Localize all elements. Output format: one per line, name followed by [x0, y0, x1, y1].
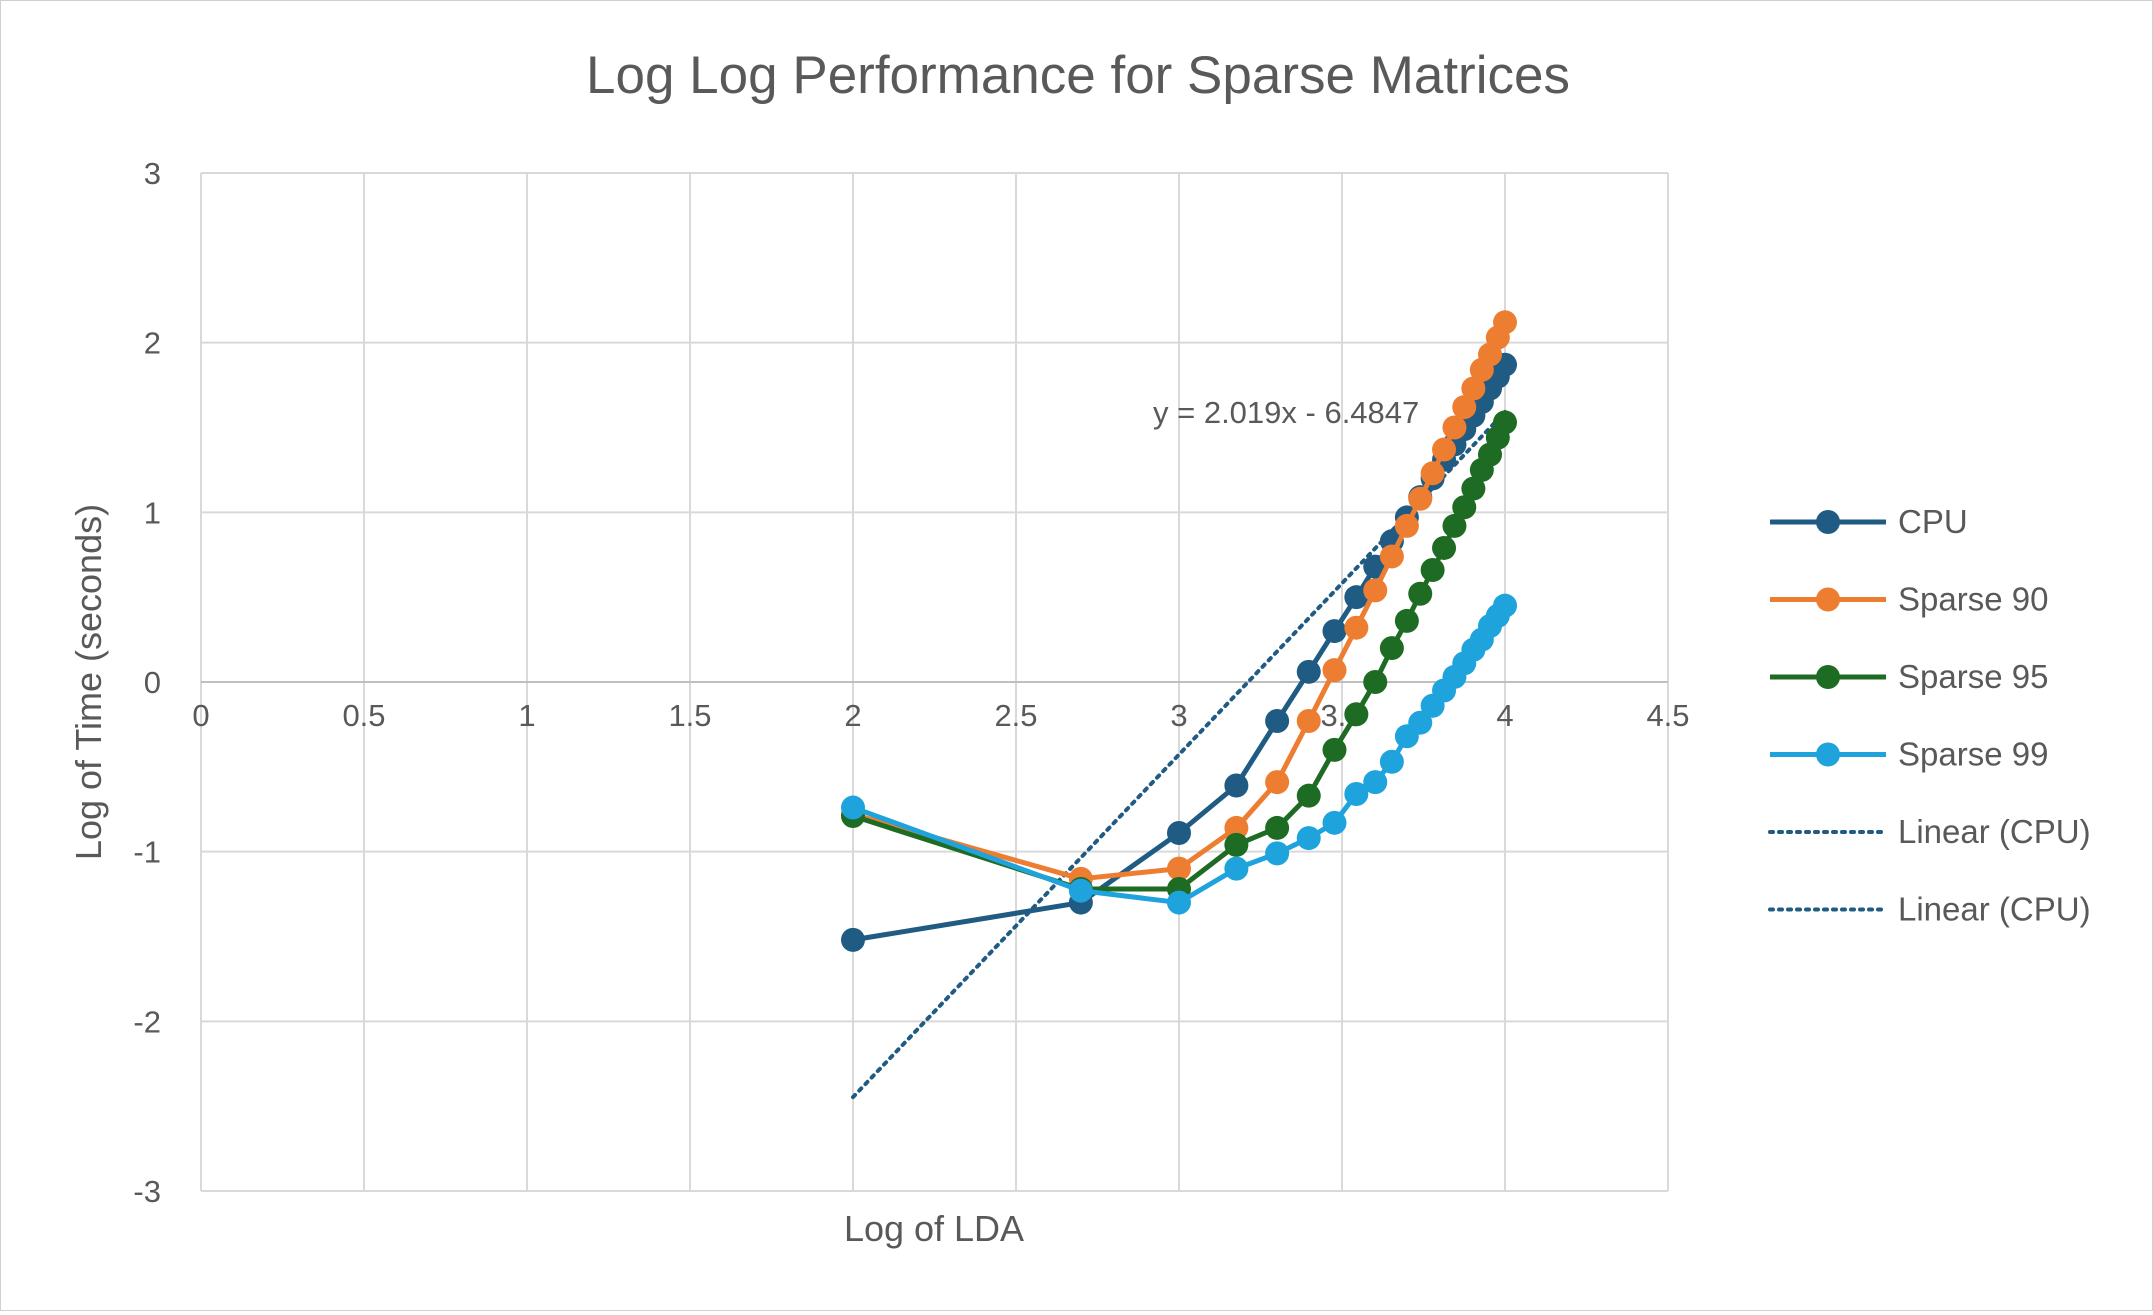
data-point [1408, 486, 1433, 511]
data-point [1493, 593, 1517, 618]
data-point [1068, 878, 1093, 903]
x-tick-label: 0 [192, 698, 209, 733]
data-point [1379, 749, 1404, 774]
data-point [1363, 578, 1388, 603]
data-point [1322, 658, 1347, 683]
data-point [1296, 709, 1321, 734]
x-tick-label: 4 [1496, 698, 1513, 733]
data-point [1394, 513, 1419, 538]
x-tick-label: 2 [844, 698, 861, 733]
data-point [1296, 659, 1321, 684]
legend-label: Sparse 90 [1898, 581, 2048, 618]
data-point [1265, 815, 1290, 840]
legend-label: CPU [1898, 503, 1968, 540]
data-point [1363, 770, 1388, 795]
trendline-equation: y = 2.019x - 6.4847 [1153, 395, 1419, 430]
data-point [1224, 773, 1249, 798]
data-point [1394, 608, 1419, 633]
data-point [1296, 783, 1321, 808]
x-tick-label: 4.5 [1646, 698, 1689, 733]
data-point [1344, 615, 1369, 640]
data-point [1408, 581, 1433, 606]
data-point [1493, 410, 1517, 435]
legend-label: Linear (CPU) [1898, 813, 2091, 850]
data-point [1167, 890, 1191, 915]
data-point [1432, 535, 1457, 560]
x-tick-label: 1 [518, 698, 535, 733]
data-point [1265, 841, 1290, 866]
data-point [1322, 619, 1347, 644]
data-point [1379, 636, 1404, 661]
data-point [1224, 815, 1249, 840]
data-point [841, 927, 865, 952]
data-point [841, 795, 865, 820]
x-tick-label: 2.5 [994, 698, 1037, 733]
data-point [1432, 437, 1457, 462]
data-point [1493, 310, 1517, 335]
data-point [1265, 709, 1290, 734]
trendline-layer [851, 410, 1507, 1100]
trendline-linear-cpu [851, 410, 1507, 1100]
y-tick-label: 1 [144, 495, 161, 530]
legend-label: Sparse 95 [1898, 658, 2048, 695]
data-point [1461, 376, 1486, 401]
data-point [1452, 495, 1477, 520]
data-point [1322, 810, 1347, 835]
data-point [1452, 395, 1477, 420]
data-point [1167, 821, 1191, 846]
data-point [1265, 770, 1290, 795]
x-axis-label: Log of LDA [844, 1208, 1024, 1249]
legend-marker [1816, 587, 1840, 612]
data-point [1322, 737, 1347, 762]
y-tick-label: 3 [144, 156, 161, 191]
data-point [1344, 781, 1369, 806]
legend: CPU Sparse 90 Sparse 95 Sparse 99 Linear (CP… [1768, 503, 2091, 928]
y-tick-label: -1 [133, 835, 161, 870]
data-point [1344, 702, 1369, 727]
legend-label: Sparse 99 [1898, 736, 2048, 773]
x-tick-label: 1.5 [668, 698, 711, 733]
data-point [1442, 415, 1467, 440]
y-tick-label: -2 [133, 1004, 161, 1039]
y-tick-label: 0 [144, 665, 161, 700]
data-point [1379, 544, 1404, 569]
data-point [1408, 710, 1433, 735]
x-tick-label: 3 [1170, 698, 1187, 733]
x-tick-label: 0.5 [342, 698, 385, 733]
y-tick-label: 2 [144, 326, 161, 361]
data-point [1167, 856, 1191, 881]
data-point [1461, 476, 1486, 501]
legend-marker [1816, 510, 1840, 534]
data-point [1420, 461, 1445, 486]
data-point [1296, 826, 1321, 851]
y-axis-label: Log of Time (seconds) [68, 504, 109, 860]
data-point [1224, 832, 1249, 857]
series-layer [841, 310, 1517, 952]
legend-marker [1816, 665, 1840, 689]
data-point [1442, 513, 1467, 538]
chart-title: Log Log Performance for Sparse Matrices [586, 46, 1570, 105]
data-point [1224, 856, 1249, 881]
y-tick-label: -3 [133, 1174, 161, 1209]
data-point [1363, 670, 1388, 694]
data-point [1344, 585, 1369, 610]
label-layer: Log Log Performance for Sparse Matrices L… [68, 46, 1570, 1249]
legend-label: Linear (CPU) [1898, 891, 2091, 928]
legend-marker [1816, 742, 1840, 767]
data-point [1420, 558, 1445, 583]
